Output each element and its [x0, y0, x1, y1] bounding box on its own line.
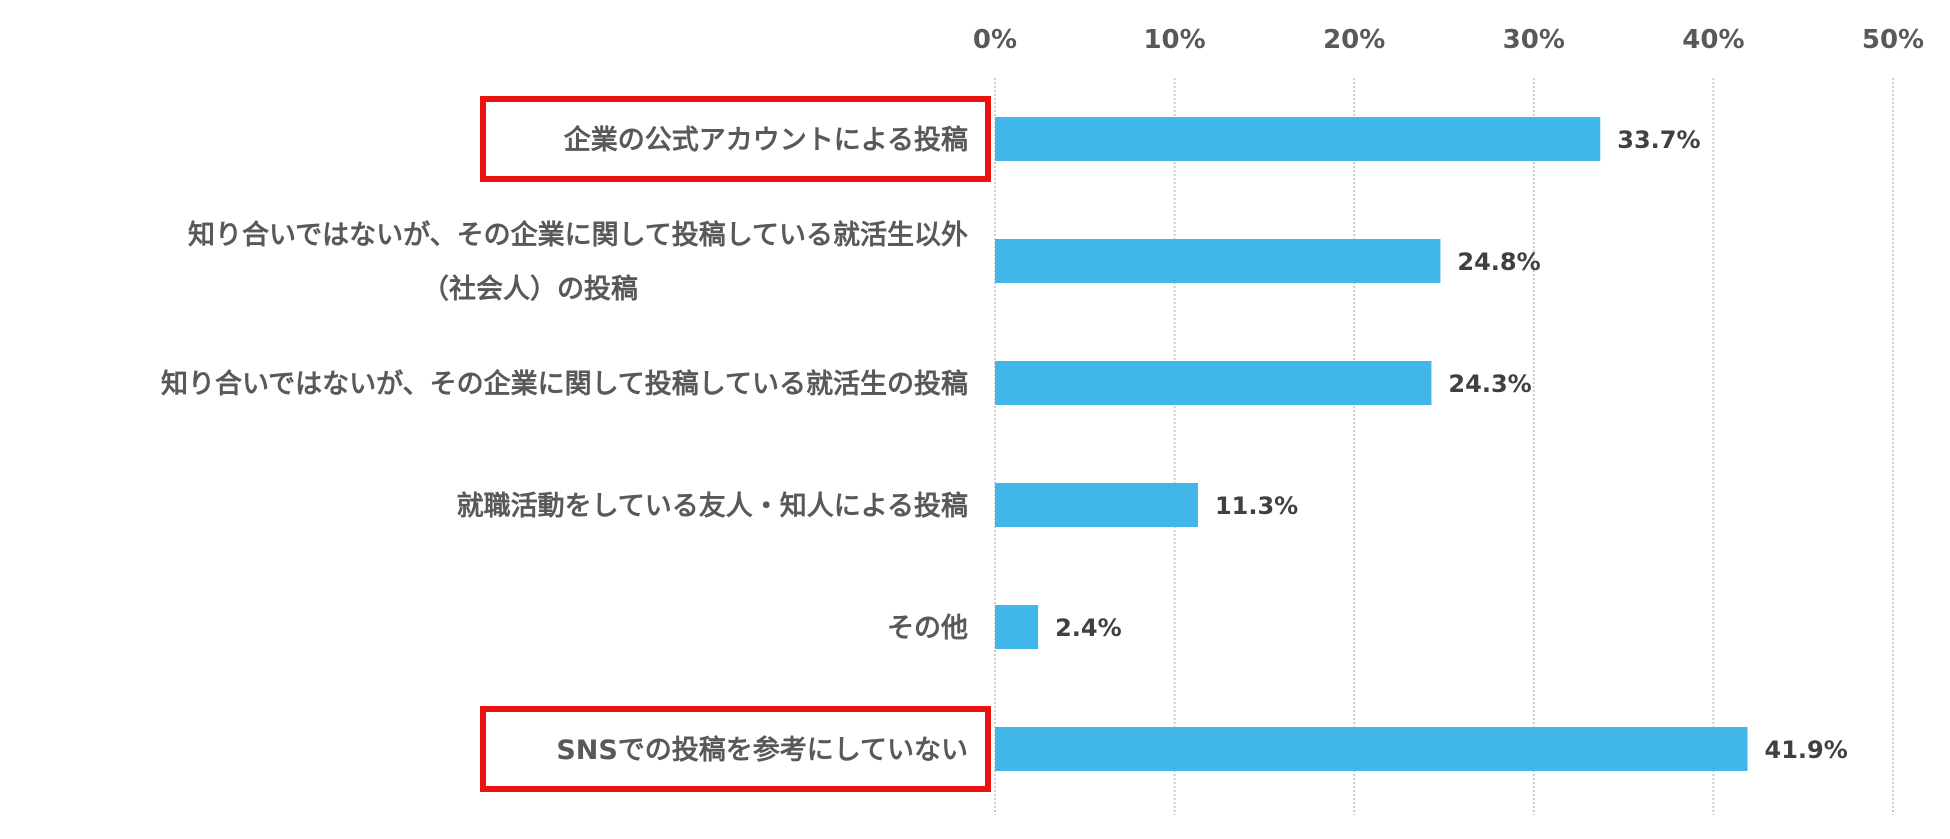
x-tick-label: 10%	[1143, 25, 1205, 55]
bar	[995, 727, 1748, 771]
bars	[995, 117, 1748, 771]
x-tick-label: 30%	[1503, 25, 1565, 55]
highlight-box	[480, 706, 991, 792]
value-labels: 33.7% 24.8% 24.3% 11.3% 2.4% 41.9%	[1055, 126, 1848, 764]
value-label: 2.4%	[1055, 614, 1122, 642]
x-tick-label: 40%	[1682, 25, 1744, 55]
category-label: 知り合いではないが、その企業に関して投稿している就活生の投稿	[161, 368, 968, 400]
category-label: （社会人）の投稿	[422, 273, 638, 305]
highlight-box	[480, 96, 991, 182]
value-label: 41.9%	[1765, 736, 1848, 764]
category-label: 企業の公式アカウントによる投稿	[564, 124, 968, 156]
x-axis-tick-labels: 0% 10% 20% 30% 40% 50%	[973, 25, 1924, 55]
value-label: 24.8%	[1457, 248, 1540, 276]
grid-lines	[994, 78, 1894, 815]
bar	[995, 605, 1039, 649]
highlight-boxes	[480, 96, 991, 792]
category-labels: 企業の公式アカウントによる投稿知り合いではないが、その企業に関して投稿している就…	[161, 124, 968, 766]
bar	[995, 483, 1198, 527]
value-label: 33.7%	[1617, 126, 1700, 154]
bar	[995, 361, 1432, 405]
x-tick-label: 20%	[1323, 25, 1385, 55]
x-tick-label: 50%	[1862, 25, 1924, 55]
category-label: SNSでの投稿を参考にしていない	[556, 734, 968, 766]
category-label: 就職活動をしている友人・知人による投稿	[457, 490, 968, 522]
value-label: 24.3%	[1448, 370, 1531, 398]
value-label: 11.3%	[1215, 492, 1298, 520]
x-tick-label: 0%	[973, 25, 1017, 55]
category-label: 知り合いではないが、その企業に関して投稿している就活生以外	[188, 219, 968, 251]
bar	[995, 239, 1441, 283]
bar	[995, 117, 1601, 161]
category-label: その他	[887, 613, 968, 644]
